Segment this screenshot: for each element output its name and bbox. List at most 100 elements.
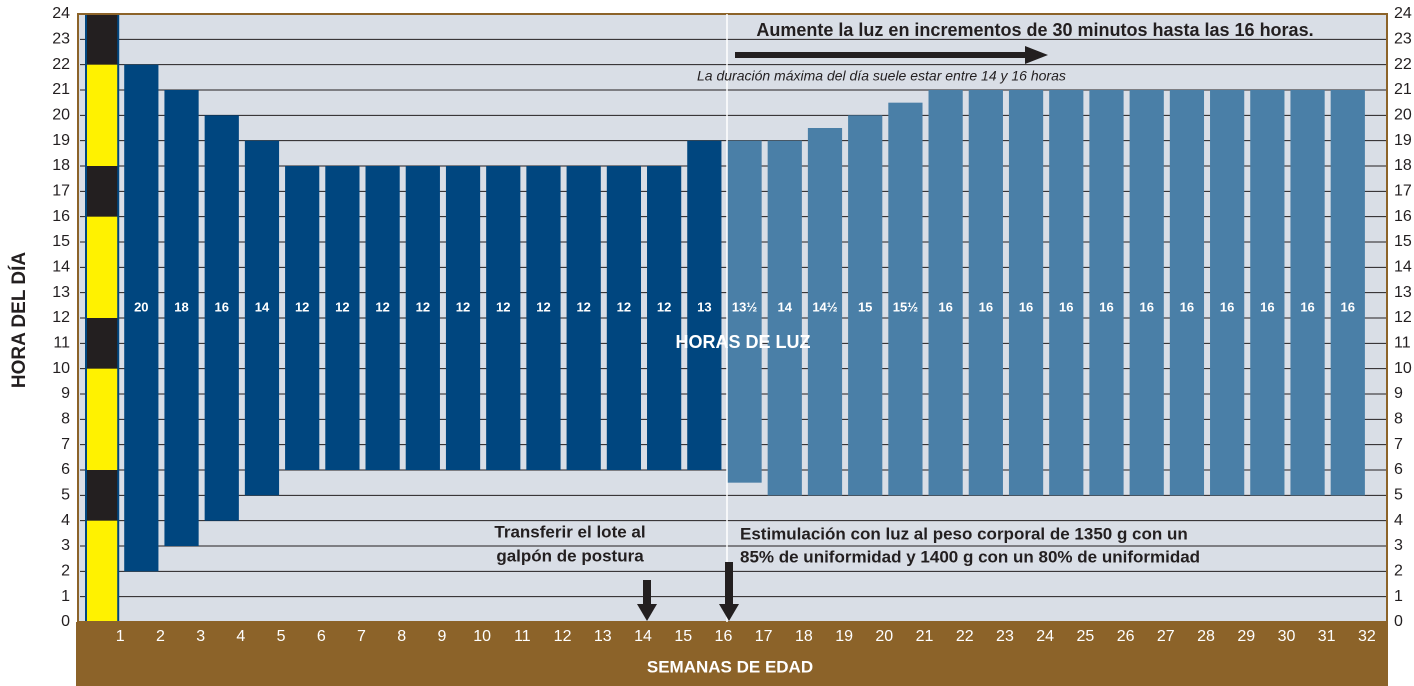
annotation: Estimulación con luz al peso corporal de… — [740, 524, 1188, 543]
y2-tick-label: 21 — [1394, 81, 1412, 98]
x-tick-label: 24 — [1036, 628, 1054, 645]
bar — [1008, 90, 1044, 496]
y-tick-label: 1 — [61, 588, 70, 605]
bar-label: 12 — [536, 299, 550, 314]
lighting-segment — [86, 14, 119, 65]
arrow — [643, 580, 651, 606]
bar — [244, 140, 280, 496]
bar-label: 15 — [858, 299, 872, 314]
bar — [566, 166, 601, 470]
x-tick-label: 30 — [1278, 628, 1296, 645]
bar-label: 16 — [1019, 299, 1033, 314]
lighting-segment — [86, 216, 119, 318]
bar — [204, 115, 239, 521]
bar — [526, 166, 561, 470]
x-tick-label: 16 — [715, 628, 733, 645]
x-tick-label: 26 — [1117, 628, 1135, 645]
y2-tick-label: 0 — [1394, 613, 1403, 630]
arrow — [725, 562, 733, 606]
x-tick-label: 29 — [1237, 628, 1255, 645]
bar-label: 16 — [1220, 299, 1234, 314]
y2-tick-label: 23 — [1394, 31, 1412, 48]
annotation: HORAS DE LUZ — [676, 332, 811, 352]
bar — [888, 102, 923, 496]
bar-label: 15½ — [893, 299, 918, 314]
bar-label: 14 — [255, 299, 270, 314]
lighting-segment — [86, 368, 119, 470]
x-tick-label: 13 — [594, 628, 612, 645]
bar-label: 16 — [215, 299, 229, 314]
y2-tick-label: 18 — [1394, 157, 1412, 174]
bar-label: 13½ — [732, 299, 757, 314]
x-tick-label: 32 — [1358, 628, 1376, 645]
y-tick-label: 2 — [61, 563, 70, 580]
bar-label: 12 — [617, 299, 631, 314]
bar-label: 13 — [697, 299, 711, 314]
y2-tick-label: 17 — [1394, 183, 1412, 200]
y-tick-label: 15 — [52, 233, 70, 250]
y2-tick-label: 8 — [1394, 411, 1403, 428]
bar-label: 16 — [1300, 299, 1314, 314]
bar — [124, 64, 159, 572]
x-tick-label: 6 — [317, 628, 326, 645]
y2-tick-label: 20 — [1394, 107, 1412, 124]
lighting-segment — [86, 166, 119, 217]
x-tick-label: 17 — [755, 628, 773, 645]
y-tick-label: 9 — [61, 385, 70, 402]
y2-tick-label: 24 — [1394, 5, 1412, 22]
marks — [85, 13, 1365, 623]
x-tick-label: 15 — [674, 628, 692, 645]
bar — [1169, 90, 1205, 496]
y-tick-label: 22 — [52, 56, 70, 73]
y2-tick-label: 16 — [1394, 208, 1412, 225]
bar — [1089, 90, 1124, 496]
x-axis-band — [76, 622, 1388, 686]
y-tick-label: 20 — [52, 107, 70, 124]
x-tick-label: 11 — [514, 628, 531, 645]
bar — [445, 166, 481, 470]
bar-label: 16 — [1260, 299, 1274, 314]
bar-label: 16 — [1059, 299, 1073, 314]
x-tick-label: 27 — [1157, 628, 1175, 645]
x-tick-label: 1 — [116, 628, 125, 645]
x-tick-label: 14 — [634, 628, 652, 645]
bar-label: 16 — [1099, 299, 1113, 314]
x-tick-label: 9 — [437, 628, 446, 645]
y2-tick-label: 6 — [1394, 461, 1403, 478]
bar-label: 12 — [416, 299, 430, 314]
x-tick-label: 23 — [996, 628, 1014, 645]
y2-tick-label: 22 — [1394, 56, 1412, 73]
y-tick-label: 16 — [52, 208, 70, 225]
bar — [164, 90, 199, 546]
bar — [1330, 90, 1365, 496]
bar — [647, 166, 682, 470]
y2-tick-label: 15 — [1394, 233, 1412, 250]
bar-label: 12 — [657, 299, 671, 314]
y-tick-label: 7 — [61, 436, 70, 453]
annotation: La duración máxima del día suele estar e… — [697, 68, 1066, 84]
bar — [1210, 90, 1245, 496]
x-tick-label: 22 — [956, 628, 974, 645]
bar-label: 18 — [174, 299, 188, 314]
bar — [928, 90, 963, 496]
bar — [968, 90, 1003, 496]
lighting-segment — [86, 318, 119, 369]
x-tick-label: 18 — [795, 628, 813, 645]
arrow-head — [637, 604, 657, 621]
lighting-segment — [86, 470, 119, 521]
bar — [727, 140, 762, 483]
x-tick-label: 7 — [357, 628, 366, 645]
bar — [1290, 90, 1325, 496]
x-tick-label: 5 — [277, 628, 286, 645]
bar-label: 12 — [496, 299, 510, 314]
bar — [1250, 90, 1285, 496]
y-tick-label: 10 — [52, 360, 70, 377]
x-tick-label: 3 — [196, 628, 205, 645]
bar-label: 16 — [1139, 299, 1153, 314]
bar-label: 12 — [295, 299, 309, 314]
y-tick-label: 19 — [52, 132, 70, 149]
plot-frame — [77, 13, 1388, 623]
annotation: Aumente la luz en incrementos de 30 minu… — [756, 20, 1313, 40]
x-tick-label: 21 — [916, 628, 934, 645]
